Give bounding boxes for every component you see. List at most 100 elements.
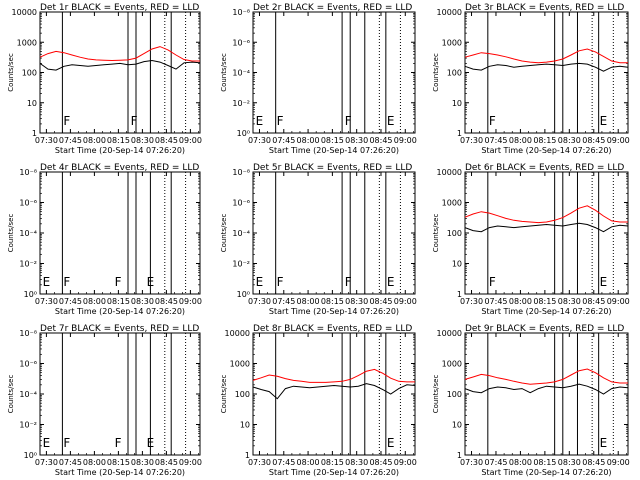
x-tick-label: 08:45 xyxy=(155,136,178,145)
x-tick-label: 08:45 xyxy=(369,458,392,467)
x-tick-label: 07:45 xyxy=(59,297,82,306)
panel-det-6: Det 6r BLACK = Events, RED = LLD 1 10 100 10… xyxy=(432,163,630,316)
panel-title: Det 2r BLACK = Events, RED = LLD xyxy=(253,3,412,13)
y-tick-label: 10000 xyxy=(437,329,462,338)
y-tick-label: 10 xyxy=(452,421,462,430)
x-axis-label: Start Time (20-Sep-14 07:26:20) xyxy=(55,146,185,155)
y-tick-label: 10000 xyxy=(437,8,462,17)
x-tick-label: 08:45 xyxy=(155,458,178,467)
panel-title: Det 9r BLACK = Events, RED = LLD xyxy=(465,324,624,334)
x-tick-label: 08:30 xyxy=(558,136,581,145)
y-axis-label: Counts/sec xyxy=(432,214,440,253)
x-tick-label: 08:00 xyxy=(297,297,320,306)
x-tick-label: 08:00 xyxy=(297,136,320,145)
x-tick-label: 09:00 xyxy=(179,136,202,145)
x-tick-label: 07:45 xyxy=(59,458,82,467)
y-axis-label: Counts/sec xyxy=(432,375,440,414)
series-line-events xyxy=(39,59,201,71)
y-tick-label: 10⁰ xyxy=(237,290,250,299)
y-tick-label: 1 xyxy=(32,129,37,138)
event-letter: E xyxy=(387,275,395,289)
y-tick-label: 1000 xyxy=(230,360,250,369)
panel-det-9: Det 9r BLACK = Events, RED = LLD 1 10 100 10… xyxy=(432,324,630,477)
y-tick-label: 10 xyxy=(27,99,37,108)
x-tick-label: 09:00 xyxy=(607,458,630,467)
y-tick-label: 1000 xyxy=(442,38,462,47)
y-tick-label: 1 xyxy=(245,451,250,460)
panel-det-7: Det 7r BLACK = Events, RED = LLD 10⁰ 10⁻² 1… xyxy=(7,324,202,477)
y-tick-label: 10000 xyxy=(12,8,37,17)
x-tick-label: 08:45 xyxy=(155,297,178,306)
x-axis-label: Start Time (20-Sep-14 07:26:20) xyxy=(481,468,611,477)
x-tick-label: 08:15 xyxy=(321,136,344,145)
y-tick-label: 10⁻² xyxy=(232,260,250,269)
x-tick-label: 08:15 xyxy=(107,297,130,306)
event-letter: E xyxy=(387,436,395,450)
x-tick-label: 08:45 xyxy=(582,136,605,145)
x-axis-label: Start Time (20-Sep-14 07:26:20) xyxy=(269,146,399,155)
x-tick-label: 07:45 xyxy=(59,136,82,145)
y-tick-label: 10⁻² xyxy=(19,260,37,269)
x-axis-label: Start Time (20-Sep-14 07:26:20) xyxy=(55,307,185,316)
panel-det-5: Det 5r BLACK = Events, RED = LLD 10⁰ 10⁻² 1… xyxy=(220,163,417,316)
y-tick-label: 100 xyxy=(22,69,37,78)
x-tick-label: 08:30 xyxy=(131,458,154,467)
x-axis-label: Start Time (20-Sep-14 07:26:20) xyxy=(269,468,399,477)
event-letter: F xyxy=(115,436,122,450)
x-tick-label: 08:45 xyxy=(582,458,605,467)
y-tick-label: 10⁻⁶ xyxy=(232,38,250,47)
x-tick-label: 09:00 xyxy=(607,136,630,145)
x-tick-label: 08:15 xyxy=(321,297,344,306)
y-tick-label: 1000 xyxy=(17,38,37,47)
y-tick-label: 100 xyxy=(447,390,462,399)
event-letter: E xyxy=(256,275,264,289)
event-letter: F xyxy=(131,114,138,128)
x-tick-label: 08:30 xyxy=(345,297,368,306)
y-tick-label: 10⁰ xyxy=(24,451,37,460)
series-line-lld xyxy=(252,368,415,383)
x-tick-label: 07:30 xyxy=(35,458,58,467)
panel-title: Det 1r BLACK = Events, RED = LLD xyxy=(40,3,199,13)
event-letter: F xyxy=(63,436,70,450)
y-axis-label: Counts/sec xyxy=(7,375,15,414)
event-letter: F xyxy=(63,114,70,128)
series-line-lld xyxy=(39,46,200,62)
y-tick-label: 10⁻⁶ xyxy=(19,199,37,208)
x-tick-label: 09:00 xyxy=(394,136,417,145)
event-letter: E xyxy=(147,275,155,289)
y-tick-label: 1 xyxy=(457,129,462,138)
event-letter: E xyxy=(43,275,51,289)
x-tick-label: 07:30 xyxy=(460,297,483,306)
y-tick-label: 10⁻⁴ xyxy=(232,69,250,78)
x-tick-label: 07:45 xyxy=(484,297,507,306)
event-letter: F xyxy=(489,275,496,289)
x-tick-label: 07:30 xyxy=(35,136,58,145)
panel-title: Det 8r BLACK = Events, RED = LLD xyxy=(253,324,412,334)
series-line-events xyxy=(464,222,629,233)
x-tick-label: 08:00 xyxy=(509,297,532,306)
y-tick-label: 10⁻⁸ xyxy=(232,168,250,177)
x-tick-label: 07:30 xyxy=(35,297,58,306)
y-tick-label: 10⁻⁶ xyxy=(19,360,37,369)
x-tick-label: 07:30 xyxy=(248,136,271,145)
y-axis-label: Counts/sec xyxy=(432,53,440,92)
x-tick-label: 07:45 xyxy=(484,136,507,145)
event-letter: E xyxy=(600,275,608,289)
x-axis-label: Start Time (20-Sep-14 07:26:20) xyxy=(481,307,611,316)
x-tick-label: 08:00 xyxy=(297,458,320,467)
x-tick-label: 08:30 xyxy=(558,458,581,467)
x-tick-label: 08:45 xyxy=(582,297,605,306)
x-tick-label: 08:15 xyxy=(533,136,556,145)
x-tick-label: 08:45 xyxy=(369,136,392,145)
event-letter: F xyxy=(277,275,284,289)
x-tick-label: 09:00 xyxy=(179,458,202,467)
x-tick-label: 07:30 xyxy=(248,297,271,306)
x-tick-label: 09:00 xyxy=(394,297,417,306)
event-letter: F xyxy=(115,275,122,289)
x-tick-label: 07:30 xyxy=(248,458,271,467)
y-tick-label: 100 xyxy=(447,69,462,78)
x-tick-label: 08:30 xyxy=(345,136,368,145)
panel-title: Det 6r BLACK = Events, RED = LLD xyxy=(465,163,624,173)
event-letter: E xyxy=(600,436,608,450)
